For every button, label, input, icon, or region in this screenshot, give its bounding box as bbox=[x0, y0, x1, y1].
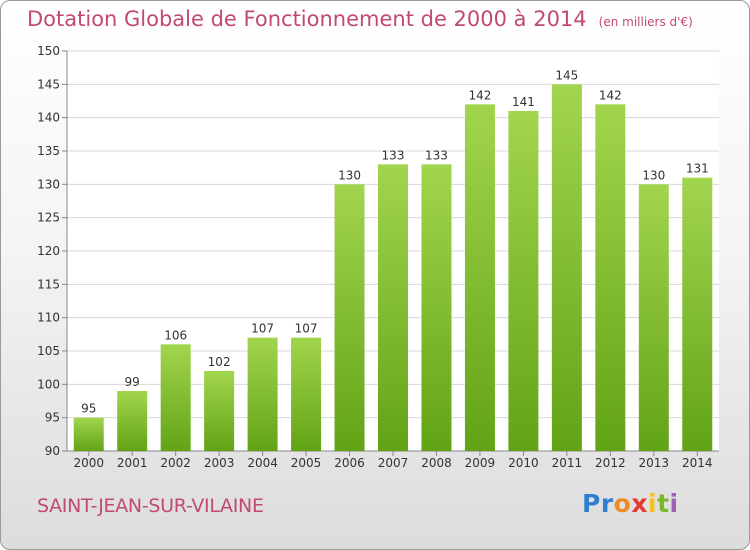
bar bbox=[291, 337, 322, 451]
bar bbox=[595, 104, 626, 451]
x-tick-label: 2012 bbox=[595, 456, 626, 470]
bar bbox=[378, 164, 408, 452]
y-tick-label: 150 bbox=[37, 44, 60, 58]
bar bbox=[508, 111, 539, 451]
bar bbox=[160, 344, 191, 451]
bar-value-label: 141 bbox=[512, 95, 535, 109]
logo-letter: i bbox=[669, 489, 679, 518]
y-tick-label: 105 bbox=[37, 344, 60, 358]
bar bbox=[421, 164, 452, 452]
bar bbox=[247, 337, 278, 451]
logo-letter: r bbox=[600, 489, 614, 518]
y-tick-label: 125 bbox=[37, 211, 60, 225]
logo-letter: t bbox=[657, 489, 670, 518]
bar-value-label: 99 bbox=[125, 375, 140, 389]
bar bbox=[682, 177, 713, 451]
bar bbox=[73, 417, 104, 451]
bar-value-label: 142 bbox=[468, 88, 491, 102]
commune-name: SAINT-JEAN-SUR-VILAINE bbox=[37, 495, 264, 517]
y-tick-label: 120 bbox=[37, 244, 60, 258]
logo-letter: i bbox=[648, 489, 658, 518]
bar bbox=[334, 184, 365, 452]
x-tick-label: 2007 bbox=[378, 456, 409, 470]
x-tick-label: 2014 bbox=[682, 456, 713, 470]
x-tick-label: 2002 bbox=[160, 456, 191, 470]
y-tick-label: 140 bbox=[37, 111, 60, 125]
proxiti-logo: Proxiti bbox=[582, 489, 679, 518]
bar-value-label: 107 bbox=[295, 322, 318, 336]
bar-value-label: 107 bbox=[251, 322, 274, 336]
x-tick-label: 2009 bbox=[465, 456, 496, 470]
bar-value-label: 131 bbox=[686, 162, 709, 176]
logo-letter: x bbox=[631, 489, 648, 518]
bar-value-label: 130 bbox=[338, 168, 361, 182]
y-tick-label: 100 bbox=[37, 377, 60, 391]
bar-value-label: 145 bbox=[555, 68, 578, 82]
bar-value-label: 102 bbox=[208, 355, 231, 369]
y-tick-label: 130 bbox=[37, 177, 60, 191]
chart-title: Dotation Globale de Fonctionnement de 20… bbox=[27, 7, 693, 31]
y-tick-label: 135 bbox=[37, 144, 60, 158]
bar bbox=[551, 84, 582, 451]
logo-letter: o bbox=[613, 489, 632, 518]
y-tick-label: 95 bbox=[45, 411, 60, 425]
y-tick-label: 90 bbox=[45, 444, 60, 458]
bar bbox=[204, 371, 235, 451]
bar bbox=[464, 104, 495, 451]
chart-subtitle: (en milliers d'€) bbox=[598, 15, 693, 29]
x-tick-label: 2010 bbox=[508, 456, 539, 470]
x-tick-label: 2004 bbox=[247, 456, 278, 470]
x-tick-label: 2013 bbox=[639, 456, 670, 470]
y-tick-label: 110 bbox=[37, 311, 60, 325]
bar-value-label: 95 bbox=[81, 402, 96, 416]
x-tick-label: 2003 bbox=[204, 456, 235, 470]
x-tick-label: 2005 bbox=[291, 456, 322, 470]
bar-value-label: 130 bbox=[642, 168, 665, 182]
bar-value-label: 106 bbox=[164, 328, 187, 342]
x-tick-label: 2008 bbox=[421, 456, 452, 470]
x-tick-label: 2001 bbox=[117, 456, 148, 470]
bar bbox=[638, 184, 669, 452]
bar-value-label: 142 bbox=[599, 88, 622, 102]
bar-value-label: 133 bbox=[425, 148, 448, 162]
chart-title-text: Dotation Globale de Fonctionnement de 20… bbox=[27, 7, 587, 31]
logo-letter: P bbox=[582, 489, 601, 518]
bar-value-label: 133 bbox=[382, 148, 405, 162]
y-tick-label: 115 bbox=[37, 277, 60, 291]
x-tick-label: 2011 bbox=[552, 456, 583, 470]
bar bbox=[117, 391, 148, 451]
x-tick-label: 2000 bbox=[73, 456, 104, 470]
x-tick-label: 2006 bbox=[334, 456, 365, 470]
y-tick-label: 145 bbox=[37, 77, 60, 91]
